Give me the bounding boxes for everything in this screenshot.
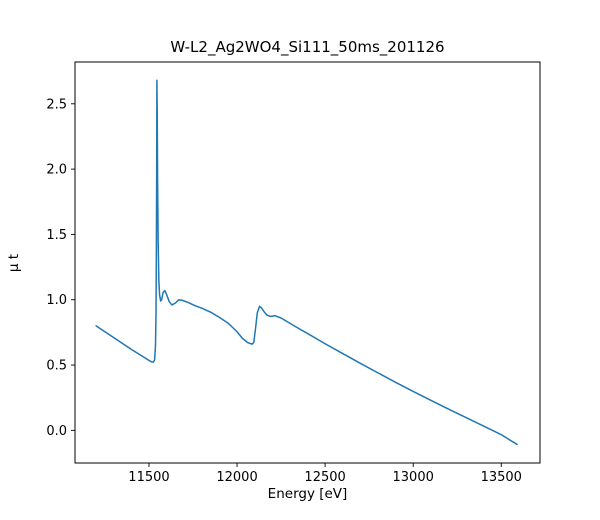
y-tick-label: 1.5 (46, 228, 67, 243)
x-tick-label: 13500 (481, 470, 522, 485)
y-tick-label: 2.0 (46, 163, 67, 178)
x-axis-label: Energy [eV] (267, 486, 348, 502)
plot-line (95, 79, 518, 446)
y-axis-label: μ t (6, 253, 22, 273)
x-tick-label: 12000 (216, 470, 257, 485)
y-tick-label: 2.5 (46, 97, 67, 112)
x-tick-label: 13000 (393, 470, 434, 485)
x-tick-label: 11500 (128, 470, 169, 485)
axes-frame (74, 61, 541, 464)
y-tick-label: 1.0 (46, 293, 67, 308)
chart-title: W-L2_Ag2WO4_Si111_50ms_201126 (170, 38, 445, 56)
x-tick-label: 12500 (304, 470, 345, 485)
y-tick-label: 0.5 (46, 359, 67, 374)
y-tick-label: 0.0 (46, 424, 67, 439)
